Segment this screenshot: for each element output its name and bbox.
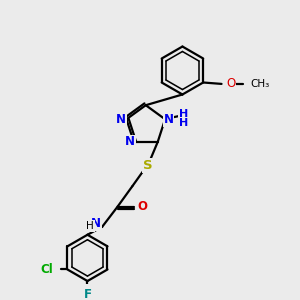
Text: N: N xyxy=(116,113,126,126)
Text: F: F xyxy=(83,287,92,300)
Text: CH₃: CH₃ xyxy=(250,79,270,89)
Text: N: N xyxy=(124,136,135,148)
Text: Cl: Cl xyxy=(40,263,53,276)
Text: O: O xyxy=(137,200,147,213)
Text: N: N xyxy=(164,113,173,126)
Text: H: H xyxy=(86,221,94,231)
Text: S: S xyxy=(143,159,153,172)
Text: O: O xyxy=(226,77,236,90)
Text: H: H xyxy=(179,118,189,128)
Text: N: N xyxy=(91,217,101,230)
Text: H: H xyxy=(179,109,189,118)
